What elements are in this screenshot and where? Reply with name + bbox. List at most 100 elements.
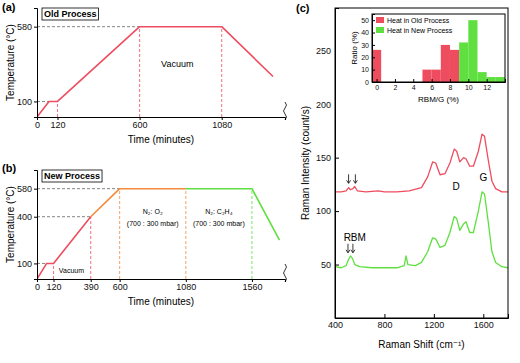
y-tick-label: 50 — [361, 17, 369, 24]
data-line — [335, 192, 508, 268]
y-guide-line — [37, 263, 47, 264]
panel-label: (c) — [296, 2, 310, 14]
title-box — [42, 8, 99, 20]
legend-label: Heat in New Process — [387, 27, 453, 34]
arrow — [346, 244, 350, 253]
x-tick: 12 — [483, 79, 491, 91]
x-tick-label: 10 — [465, 84, 473, 91]
legend: Heat in Old Process Heat in New Process — [376, 17, 453, 34]
y-tick: 580 — [17, 184, 37, 194]
panel-label: (b) — [2, 162, 16, 174]
y-guide-line — [37, 101, 49, 102]
y-axis: 50100150200250 — [316, 9, 339, 319]
y-tick-mark — [34, 27, 37, 28]
y-tick: 100 — [17, 97, 37, 107]
x-tick-label: 0 — [375, 84, 379, 91]
data-line — [37, 27, 273, 117]
y-axis-title: Temperature (°C) — [5, 24, 16, 101]
x-tick-label: 6 — [430, 84, 434, 91]
guides — [37, 27, 222, 117]
panel-label: (a) — [2, 1, 16, 13]
x-guide-line — [119, 189, 120, 279]
chart-3: 02468101201020304050RBM/G (%)Ratio (%)He… — [336, 12, 507, 106]
annotation: N₂: C₂H₄ — [205, 208, 232, 215]
y-tick: 580 — [17, 22, 37, 32]
x-tick-label: 1600 — [474, 320, 494, 330]
arrow — [353, 174, 357, 183]
x-axis: 012039060010801560 — [35, 279, 286, 292]
y-tick-label: 30 — [361, 42, 369, 49]
y-tick-mark — [34, 217, 37, 218]
x-guide-line — [185, 189, 186, 279]
x-tick: 1200 — [424, 314, 444, 330]
x-tick: 2 — [393, 79, 397, 91]
x-guide-line — [90, 217, 91, 279]
x-axis-title: Time (minutes) — [128, 134, 194, 145]
x-tick: 600 — [113, 279, 128, 292]
x-tick: 600 — [133, 117, 148, 130]
legend-label: Heat in Old Process — [387, 17, 450, 24]
bar — [372, 50, 381, 82]
y-tick: 50 — [361, 17, 375, 24]
x-axis-title: Time (minutes) — [128, 296, 194, 307]
x-tick-mark — [483, 314, 484, 318]
y-tick-mark — [34, 263, 37, 264]
y-tick-label: 580 — [17, 22, 32, 32]
data-line — [335, 134, 508, 192]
annotation: Vacuum — [161, 59, 193, 69]
y-tick-label: 150 — [316, 153, 331, 163]
y-tick: 40 — [361, 29, 375, 36]
y-tick: 400 — [17, 212, 37, 222]
y-axis: 100 580 — [17, 9, 38, 118]
x-tick: 1080 — [176, 279, 196, 292]
bar — [477, 72, 486, 82]
y-tick-label: 100 — [316, 206, 331, 216]
y-axis-title: Ratio (%) — [350, 31, 359, 65]
y-axis-line — [34, 9, 38, 118]
figure: 01206001080100580Time (minutes)Temperatu… — [0, 0, 520, 363]
y-tick-label: 0 — [365, 79, 369, 86]
data-line — [37, 217, 91, 279]
bar — [459, 42, 468, 82]
x-tick: 4 — [412, 79, 416, 91]
x-tick: 1600 — [474, 314, 494, 330]
plot-frame — [372, 14, 505, 82]
annotation: D — [452, 181, 459, 192]
bar — [487, 77, 496, 82]
bar — [450, 50, 459, 82]
x-tick-mark — [384, 314, 385, 318]
y-tick-mark — [335, 265, 339, 266]
x-axis: 01206001080 — [35, 117, 286, 130]
x-guide-line — [53, 263, 54, 279]
x-axis-title: RBM/G (%) — [418, 95, 459, 104]
y-tick: 30 — [361, 42, 375, 49]
y-axis-title: Temperature (°C) — [5, 186, 16, 263]
bar — [468, 20, 477, 82]
x-guide-line — [221, 27, 222, 117]
x-tick-label: 600 — [133, 120, 148, 130]
y-axis-line — [34, 171, 38, 280]
data-line — [186, 189, 280, 240]
plot-frame — [335, 8, 508, 318]
x-tick-label: 4 — [412, 84, 416, 91]
annotation: N₂: O₂ — [143, 208, 163, 215]
y-tick-label: 40 — [361, 29, 369, 36]
x-tick-label: 800 — [377, 320, 392, 330]
legend-swatch — [376, 17, 384, 23]
x-axis-line — [38, 118, 286, 121]
axis-break — [284, 264, 287, 282]
y-tick-label: 400 — [17, 212, 32, 222]
x-tick: 10 — [465, 79, 473, 91]
chart-1: 012039060010801560100400580Time (minutes… — [2, 162, 287, 307]
y-tick-label: 100 — [17, 97, 32, 107]
y-tick: 20 — [361, 54, 375, 61]
bar — [441, 45, 450, 82]
y-tick-mark — [335, 211, 339, 212]
x-tick-label: 600 — [113, 282, 128, 292]
chart-2: 4008001200160050100150200250Raman Shift … — [296, 2, 509, 350]
x-tick-mark — [434, 314, 435, 318]
x-guide-line — [251, 189, 252, 279]
arrow — [351, 244, 355, 253]
title-box — [42, 170, 102, 182]
marks — [37, 27, 273, 117]
